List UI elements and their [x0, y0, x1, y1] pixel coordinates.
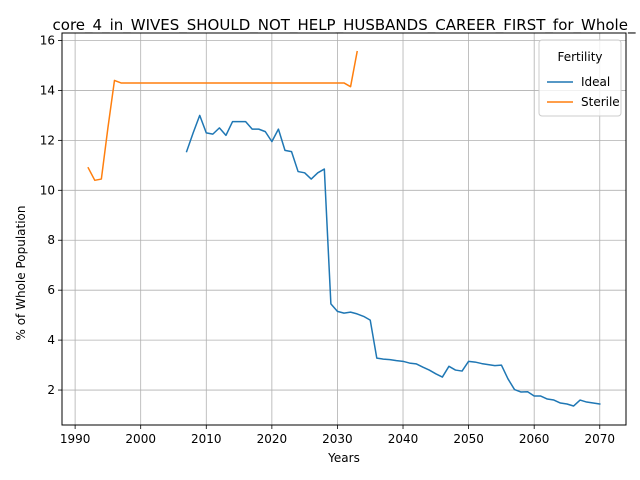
series-lines	[87, 50, 601, 407]
series-line-sterile	[87, 50, 358, 182]
y-axis-label: % of Whole Population	[14, 206, 28, 341]
legend-label-sterile: Sterile	[581, 95, 620, 109]
y-tick-label: 2	[47, 383, 55, 397]
x-axis-label: Years	[327, 451, 360, 465]
x-tick-label: 2000	[125, 432, 156, 446]
x-tick-label: 2010	[191, 432, 222, 446]
x-tick-label: 2020	[257, 432, 288, 446]
chart-title: core_4_in_WIVES_SHOULD_NOT_HELP_HUSBANDS…	[53, 16, 636, 35]
legend-box	[538, 39, 622, 117]
y-tick-label: 8	[47, 233, 55, 247]
legend-title: Fertility	[557, 50, 602, 64]
legend-label-ideal: Ideal	[581, 75, 610, 89]
y-tick-label: 4	[47, 333, 55, 347]
legend-items: Ideal Sterile	[547, 75, 620, 109]
grid-lines	[62, 33, 626, 425]
x-tick-label: 2050	[453, 432, 484, 446]
x-tick-label: 2040	[388, 432, 419, 446]
legend: Fertility Ideal Sterile	[538, 39, 622, 117]
y-tick-label: 12	[40, 133, 55, 147]
plot-frame	[61, 32, 627, 426]
x-tick-label: 2030	[322, 432, 353, 446]
y-tick-label: 10	[40, 183, 55, 197]
y-tick-label: 14	[40, 83, 55, 97]
y-tick-label: 16	[40, 33, 55, 47]
x-tick-label: 2070	[584, 432, 615, 446]
x-tick-label: 1990	[60, 432, 91, 446]
y-tick-label: 6	[47, 283, 55, 297]
axis-ticks: 1990 2000 2010 2020 2030 2040 2050 2060 2070 2 4 6 8…	[40, 33, 615, 446]
series-line-ideal	[185, 114, 601, 407]
x-tick-label: 2060	[519, 432, 550, 446]
